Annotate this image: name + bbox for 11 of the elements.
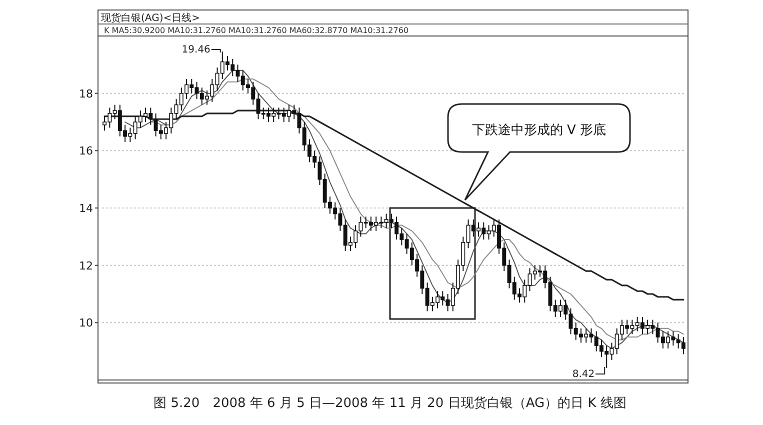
annotation: 8.42 [572, 368, 595, 380]
annotation: 19.46 [182, 44, 210, 56]
y-tick-label: 14 [79, 202, 93, 215]
caption: 图 5.20 2008 年 6 月 5 日—2008 年 11 月 20 日现货白银（AG）的日 K 线图 [154, 396, 626, 411]
chart-title: 现货白银(AG)<日线> [101, 12, 200, 24]
y-tick-label: 10 [79, 316, 93, 330]
chart-subtitle: K MA5:30.9200 MA10:31.2760 MA10:31.2760 MA60:32.8770 MA10:31.2760 [104, 26, 409, 35]
y-tick-label: 16 [79, 144, 93, 158]
y-tick-label: 18 [79, 87, 93, 100]
y-tick-label: 12 [79, 259, 93, 272]
annotation: 下跌途中形成的 V 形底 [472, 123, 606, 138]
